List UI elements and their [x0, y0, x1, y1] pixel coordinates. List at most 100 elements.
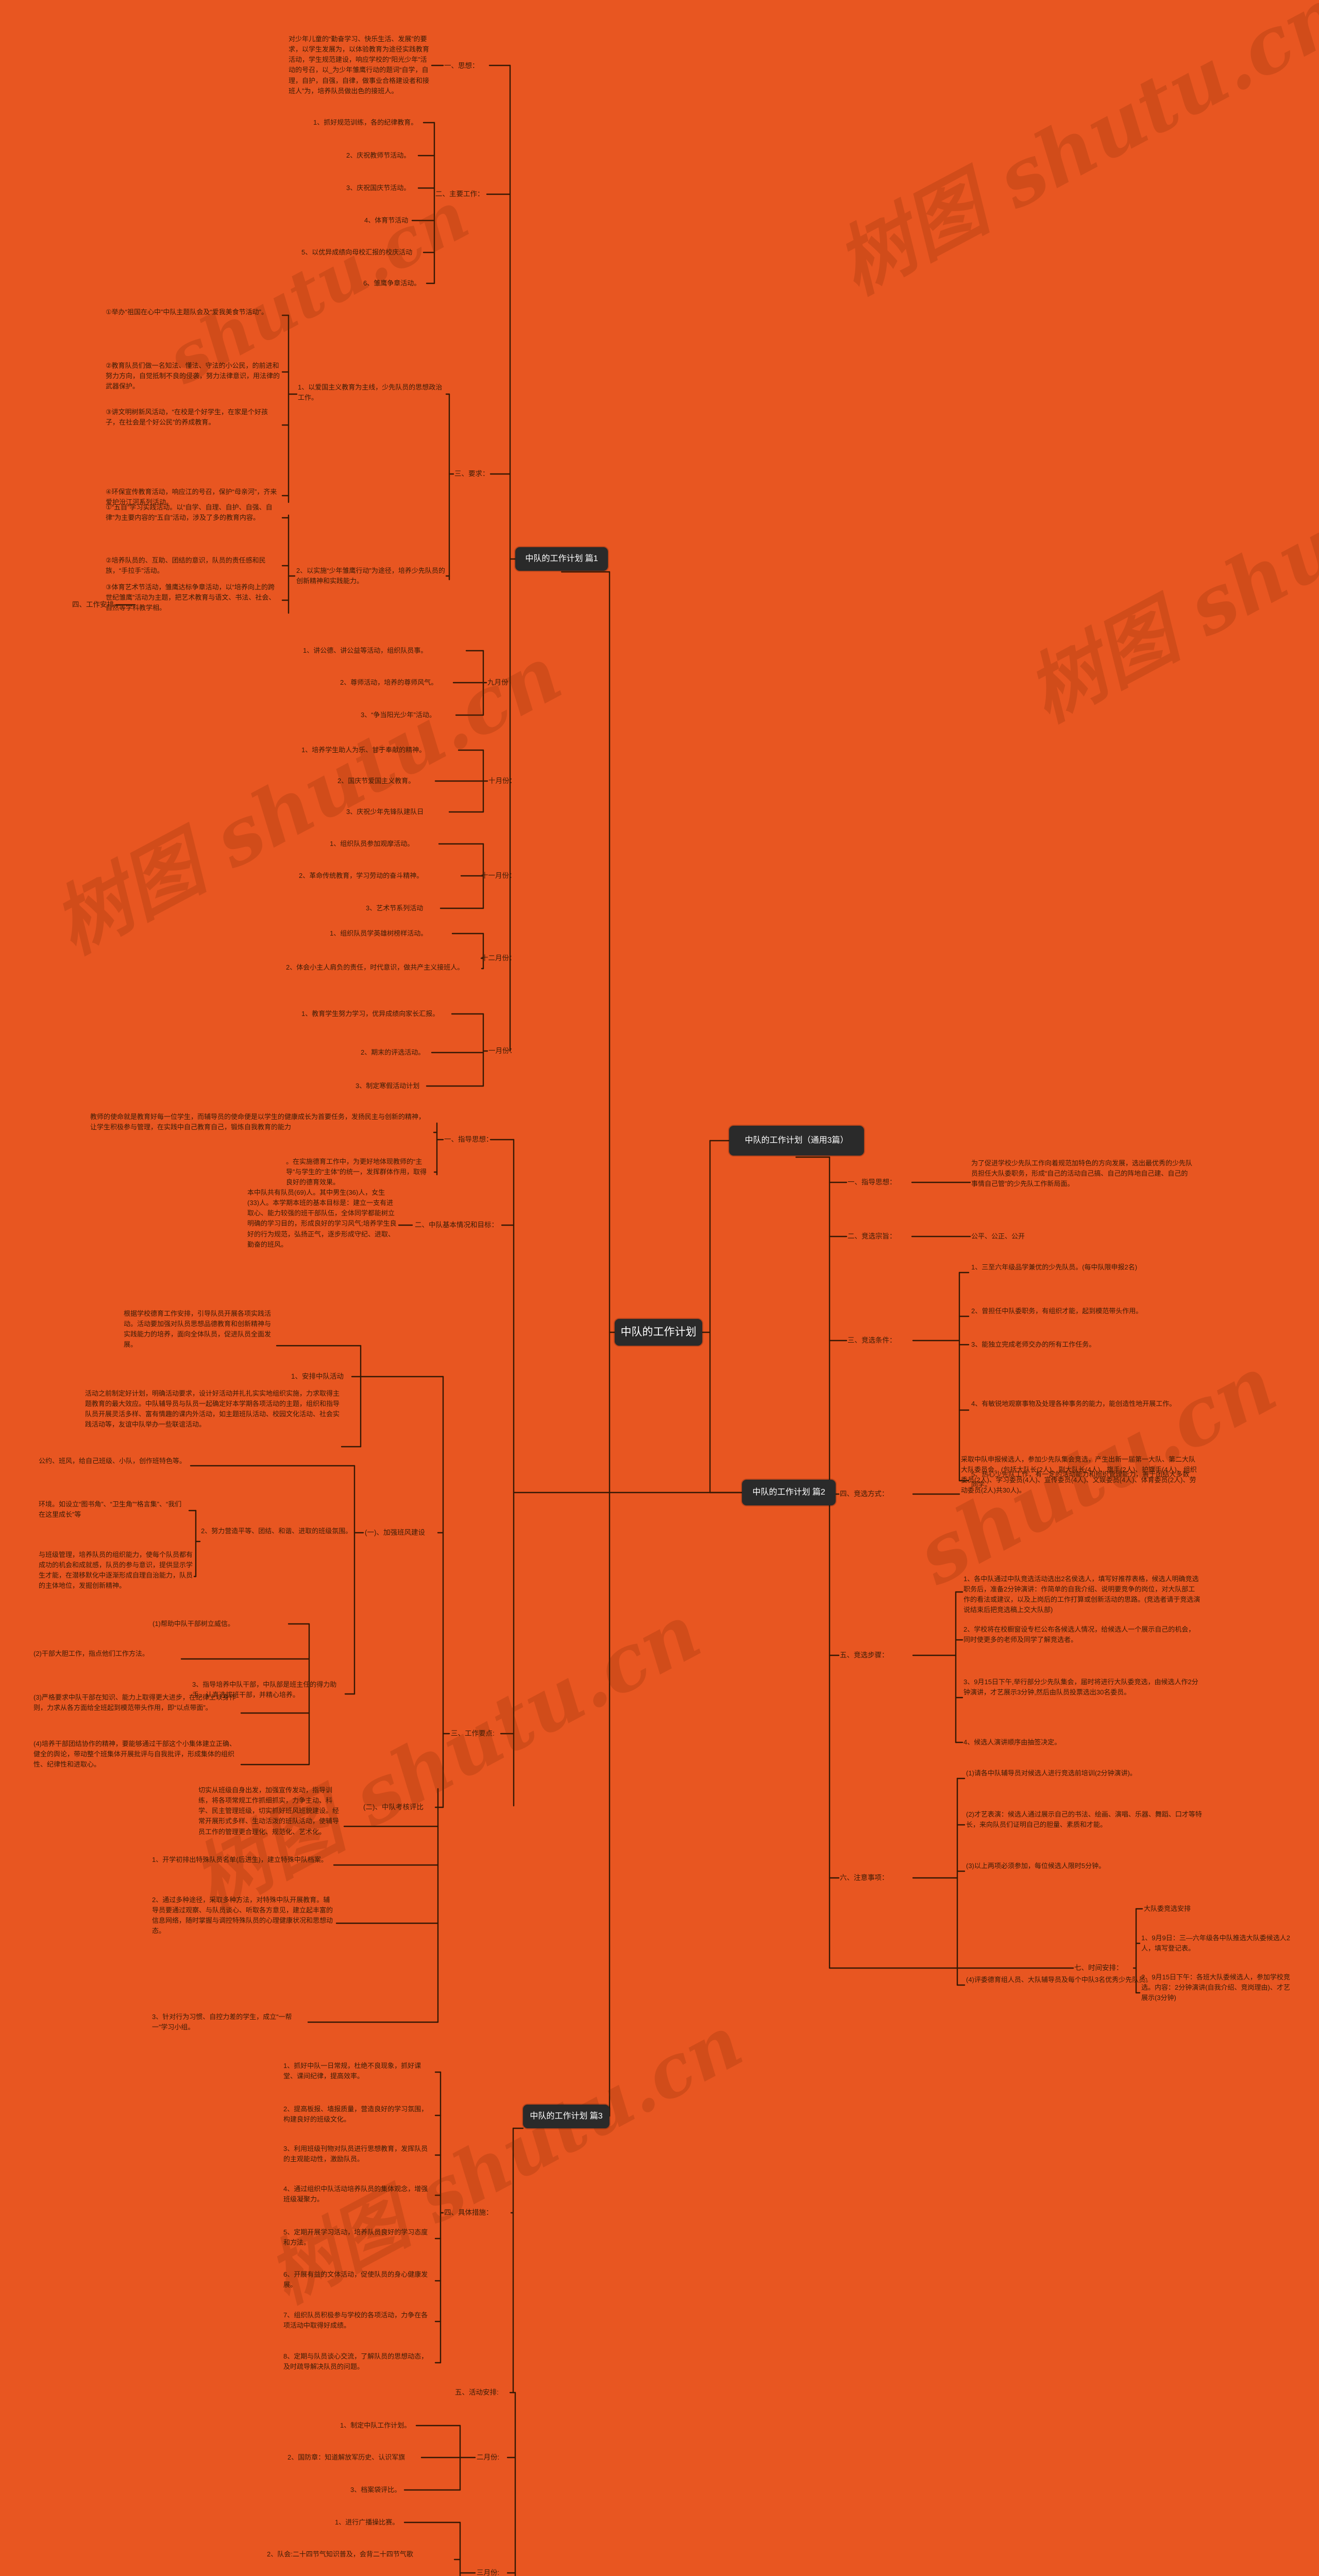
section-label[interactable]: 四、工作安排 [72, 601, 114, 608]
leaf-paragraph[interactable]: ①举办“祖国在心中”中队主题队会及“爱我美食节活动”。 [106, 308, 268, 316]
leaf-paragraph[interactable]: 公约、班风，给自己班级、小队，创作班特色等。 [39, 1457, 187, 1465]
item-node[interactable]: 1、抓好规范训练，各的纪律教育。 [313, 118, 418, 126]
item-node[interactable]: 公平、公正、公开 [971, 1232, 1025, 1240]
leaf-paragraph[interactable]: (4)培养干部团结协作的精神，要能够通过干部这个小集体建立正确、健全的舆论，带动… [33, 1740, 236, 1769]
item-node[interactable]: 1、组织队员学英雄树榜样活动。 [330, 929, 428, 937]
group-label[interactable]: 九月份： [487, 679, 515, 686]
leaf-paragraph[interactable]: 4、通过组织中队活动培养队员的集体观念，增强班级凝聚力。 [283, 2185, 428, 2204]
leaf-paragraph[interactable]: (4)评委德育组人员、大队辅导员及每个中队3名优秀少先队员。 [966, 1976, 1153, 1984]
leaf-paragraph[interactable]: 本中队共有队员(69)人。其中男生(36)人，女生(33)人。本学期本班的基本目… [247, 1189, 397, 1248]
section-label[interactable]: 四、竞选方式： [840, 1490, 889, 1498]
leaf-paragraph[interactable]: 根据学校德育工作安排，引导队员开展各项实践活动。活动要加强对队员思想品德教育和创… [124, 1310, 272, 1349]
section-label[interactable]: 二、竞选宗旨： [848, 1232, 897, 1240]
section-label[interactable]: 一、指导思想： [848, 1178, 897, 1186]
leaf-paragraph[interactable]: (3)严格要求中队干部在知识、能力上取得更大进步，在纪律上以身作则，力求从各方面… [33, 1693, 236, 1712]
leaf-paragraph[interactable]: ②教育队员们做一名知法、懂法、守法的小公民，的前进和努力方向，自觉抵制不良的侵袭… [106, 362, 280, 391]
group-label[interactable]: 三月份: [477, 2569, 500, 2576]
item-node[interactable]: 3、制定寒假活动计划 [356, 1082, 420, 1090]
item-node[interactable]: 3、艺术节系列活动 [366, 904, 424, 912]
leaf-paragraph[interactable]: 3、利用班级刊物对队员进行思想教育，发挥队员的主观能动性，激励队员。 [283, 2145, 428, 2163]
item-node[interactable]: 2、庆祝教师节活动。 [346, 151, 411, 159]
item-node[interactable]: 1、培养学生助人为乐、甘于奉献的精神。 [301, 746, 426, 754]
leaf-paragraph[interactable]: ①“五自”学习实践活动。以“自学、自理、自护、自强、自律”为主要内容的“五自”活… [106, 503, 273, 522]
item-node[interactable]: 1、讲公德、讲公益等活动，组织队员事。 [303, 647, 428, 654]
leaf-paragraph[interactable]: 2、努力营造平等、团结、和谐、进取的班级氛围。 [201, 1527, 352, 1535]
group-label[interactable]: 十一月份： [481, 872, 516, 879]
section-label[interactable]: 三、工作要点: [451, 1730, 495, 1737]
leaf-paragraph[interactable]: 活动之前制定好计划，明确活动要求，设计好活动并扎扎实实地组织实施，力求取得主题教… [85, 1389, 340, 1429]
section-label[interactable]: 三、要求： [454, 470, 489, 478]
leaf-paragraph[interactable]: 5、热心少先队工作，有一定的活动能力和组织管理能力，善于团结大多数同学。 [971, 1470, 1190, 1489]
leaf-paragraph[interactable]: 对少年儿童的“勤奋学习、快乐生活、发展”的要求，以学生发展为，以体验教育为途径实… [289, 35, 430, 95]
group-label[interactable]: 1、安排中队活动 [291, 1372, 344, 1380]
leaf-paragraph[interactable]: 3、指导培养中队干部，中队部是班主任的得力助手。认真选拔班干部，并精心培养。 [192, 1681, 337, 1699]
item-node[interactable]: 1、制定中队工作计划。 [340, 2421, 411, 2429]
item-node[interactable]: (1)帮助中队干部树立威信。 [153, 1620, 234, 1628]
branch-node[interactable]: 中队的工作计划 篇2 [742, 1480, 836, 1505]
item-node[interactable]: 5、以优异成绩向母校汇报的校庆活动 [301, 248, 413, 256]
leaf-paragraph[interactable]: 3、针对行为习惯、自控力差的学生，成立“一帮一”学习小组。 [152, 2013, 292, 2031]
branch-node[interactable]: 中队的工作计划 篇1 [515, 547, 608, 571]
leaf-paragraph[interactable]: 7、组织队员积极参与学校的各项活动，力争在各项活动中取得好成绩。 [283, 2311, 428, 2330]
section-label[interactable]: 三、竞选条件： [848, 1336, 897, 1344]
leaf-paragraph[interactable]: 2、9月15日下午：各班大队委候选人，参加学校竞选。内容：2分钟演讲(自我介绍、… [1141, 1973, 1290, 2002]
item-node[interactable]: 6、雏鹰争章活动。 [363, 279, 421, 287]
item-node[interactable]: 3、“争当阳光少年”活动。 [361, 711, 436, 719]
section-label[interactable]: 六、注意事项： [840, 1874, 889, 1882]
leaf-paragraph[interactable]: (3)以上两项必须参加，每位候选人限时5分钟。 [966, 1862, 1106, 1870]
section-label[interactable]: 二、主要工作： [435, 190, 484, 198]
leaf-paragraph[interactable]: 2、学校将在校橱窗设专栏公布各候选人情况，给候选人一个展示自己的机会，同时使更多… [963, 1625, 1195, 1644]
group-label[interactable]: 二月份: [477, 2453, 500, 2461]
leaf-paragraph[interactable]: 5、定期开展学习活动，培养队员良好的学习态度和方法。 [283, 2228, 428, 2247]
leaf-paragraph[interactable]: 6、开展有益的文体活动，促使队员的身心健康发展。 [283, 2270, 428, 2289]
leaf-paragraph[interactable]: 教师的使命就是教育好每一位学生，而辅导员的使命便是以学生的健康成长为首要任务，发… [90, 1113, 426, 1131]
leaf-paragraph[interactable]: 环境。如设立“图书角”、“卫生角”“格言集”、“我们在这里成长”等 [39, 1500, 182, 1519]
section-label[interactable]: 二、中队基本情况和目标： [415, 1221, 498, 1229]
item-node[interactable]: 2、国防章：知道解放军历史、认识军旗 [288, 2453, 405, 2461]
branch-node[interactable]: 中队的工作计划 篇3 [523, 2105, 610, 2128]
leaf-paragraph[interactable]: 1、各中队通过中队竞选活动选出2名侯选人，填写好推荐表格，候选人明确竞选职务后，… [963, 1575, 1200, 1614]
item-node[interactable]: 2、尊师活动，培养的尊师风气。 [340, 679, 438, 686]
section-label[interactable]: 一、思想： [444, 62, 479, 70]
item-node[interactable]: 4、体育节活动 [364, 216, 409, 224]
leaf-paragraph[interactable]: 1、9月9日：三—六年级各中队推选大队委候选人2人，填写登记表。 [1141, 1934, 1290, 1953]
group-label[interactable]: 十二月份： [481, 954, 516, 962]
leaf-paragraph[interactable]: 1、开学初排出特殊队员名单(后进生)，建立特殊中队档案。 [152, 1856, 328, 1863]
leaf-paragraph[interactable]: ②培养队员的、互助、团结的意识，队员的责任感和民族，“手拉手”活动。 [106, 556, 266, 575]
leaf-paragraph[interactable]: (1)请各中队辅导员对候选人进行竞选前培训(2分钟演讲)。 [966, 1769, 1137, 1777]
item-node[interactable]: 3、庆祝少年先锋队建队日 [346, 808, 424, 816]
item-node[interactable]: 2、革命传统教育，学习劳动的奋斗精神。 [299, 872, 424, 879]
item-node[interactable]: 3、档案袋评比。 [350, 2486, 401, 2494]
item-node[interactable]: 2、期末的评选活动。 [361, 1048, 425, 1056]
leaf-paragraph[interactable]: ④环保宣传教育活动，响应江的号召，保护“母亲河”，齐来爱护汾江河系列活动。 [106, 488, 277, 506]
leaf-paragraph[interactable]: 1、教育学生努力学习，优异成绩向家长汇报。 [301, 1010, 439, 1018]
leaf-paragraph[interactable]: (2)才艺表演：候选人通过展示自己的书法、绘画、演唱、乐器、舞蹈、口才等特长，来… [966, 1810, 1202, 1829]
section-label[interactable]: 五、活动安排: [455, 2388, 499, 2396]
item-node[interactable]: 2、国庆节爱国主义教育。 [337, 777, 415, 785]
leaf-paragraph[interactable]: 。在实施德育工作中，为更好地体现教师的“主导”与学生的“主体”的统一，发挥群体作… [286, 1158, 427, 1187]
item-node[interactable]: 1、进行广播操比赛。 [335, 2518, 399, 2526]
group-label[interactable]: 十月份： [488, 777, 516, 785]
leaf-paragraph[interactable]: 1、三至六年级品学兼优的少先队员。(每中队限申报2名) [971, 1263, 1138, 1271]
leaf-paragraph[interactable]: 为了促进学校少先队工作向着规范加特色的方向发展，选出最优秀的少先队员担任大队委职… [971, 1159, 1193, 1188]
item-node[interactable]: 大队委竞选安排 [1144, 1905, 1191, 1912]
leaf-paragraph[interactable]: 2、以实施“少年雏鹰行动”为途径，培养少先队员的创新精神和实践能力。 [296, 567, 445, 585]
root-node[interactable]: 中队的工作计划 [615, 1319, 702, 1346]
section-label[interactable]: 一、指导思想： [444, 1136, 493, 1143]
group-label[interactable]: (二)、中队考核评比 [363, 1803, 424, 1811]
item-node[interactable]: 4、候选人演讲顺序由抽签决定。 [963, 1738, 1061, 1746]
leaf-paragraph[interactable]: ③体育艺术节活动，雏鹰达标争章活动，以“培养向上的跨世纪雏鹰”活动为主题，把艺术… [106, 583, 276, 612]
leaf-paragraph[interactable]: (2)干部大胆工作，指点他们工作方法。 [33, 1650, 149, 1657]
leaf-paragraph[interactable]: 8、定期与队员谈心交流，了解队员的思想动态，及时疏导解决队员的问题。 [283, 2352, 428, 2371]
item-node[interactable]: 3、能独立完成老师交办的所有工作任务。 [971, 1341, 1096, 1348]
item-node[interactable]: 3、庆祝国庆节活动。 [346, 184, 411, 192]
branch-node[interactable]: 中队的工作计划（通用3篇） [729, 1126, 864, 1156]
leaf-paragraph[interactable]: 2、队会:二十四节气知识普及，会背二十四节气歌 [267, 2550, 413, 2558]
leaf-paragraph[interactable]: 2、通过多种途径，采取多种方法，对特殊中队开展教育。辅导员要通过观察、与队员谈心… [152, 1896, 333, 1935]
leaf-paragraph[interactable]: 1、以爱国主义教育为主线，少先队员的思想政治工作。 [298, 383, 443, 402]
leaf-paragraph[interactable]: ③讲文明树新风活动，“在校是个好学生，在家是个好孩子，在社会是个好公民”的养成教… [106, 408, 268, 427]
section-label[interactable]: 四、具体措施： [444, 2209, 493, 2216]
leaf-paragraph[interactable]: 3、9月15日下午,举行部分少先队集会，届时将进行大队委竞选，由候选人作2分钟演… [963, 1678, 1198, 1697]
leaf-paragraph[interactable]: 1、抓好中队一日常规，杜绝不良现象，抓好课堂、课间纪律，提高效率。 [283, 2062, 421, 2080]
section-label[interactable]: 五、竞选步骤： [840, 1651, 889, 1659]
